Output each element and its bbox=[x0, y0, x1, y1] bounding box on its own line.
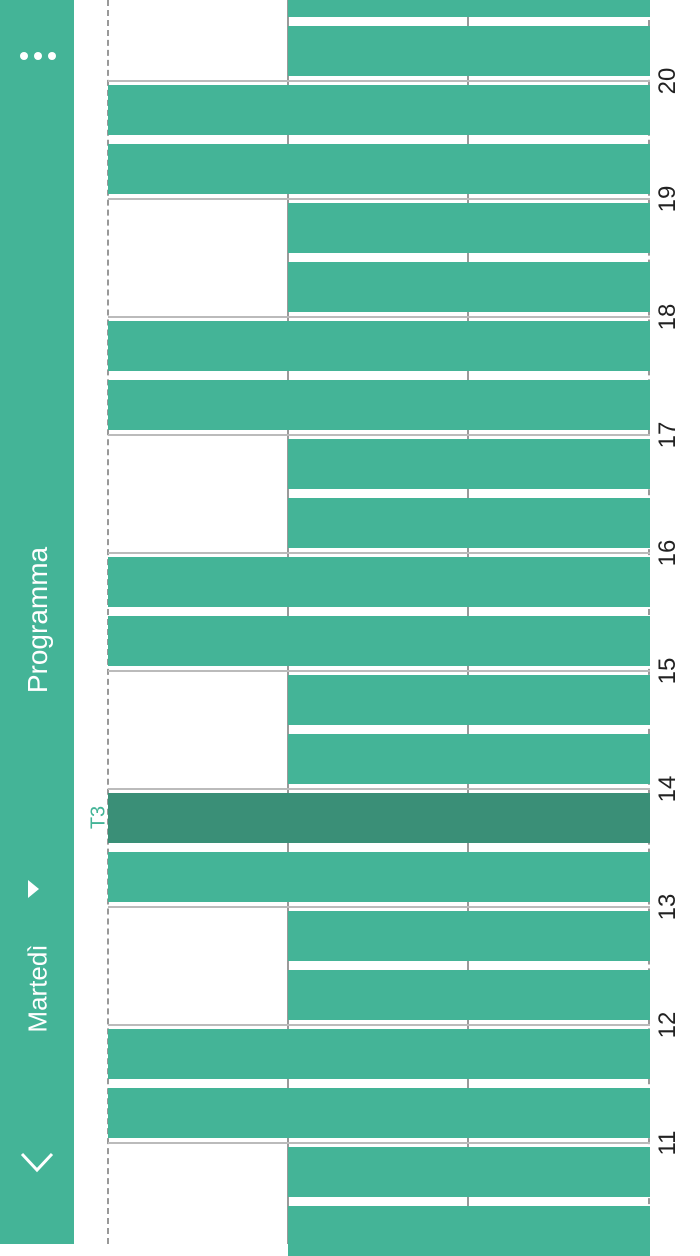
schedule-slot[interactable] bbox=[288, 0, 650, 17]
schedule-slot[interactable] bbox=[288, 262, 650, 312]
hour-tick bbox=[108, 906, 650, 908]
schedule-slot[interactable] bbox=[108, 144, 650, 194]
schedule-slot[interactable] bbox=[108, 321, 650, 371]
schedule-slot[interactable] bbox=[288, 498, 650, 548]
day-selector[interactable]: Martedì bbox=[22, 944, 53, 1033]
schedule-slot[interactable] bbox=[288, 675, 650, 725]
schedule-slot[interactable] bbox=[288, 970, 650, 1020]
schedule-slot[interactable] bbox=[108, 557, 650, 607]
schedule-slot[interactable] bbox=[108, 852, 650, 902]
chevron-down-icon[interactable] bbox=[20, 1150, 54, 1174]
schedule-slot[interactable] bbox=[108, 1029, 650, 1079]
hour-label: 15 bbox=[654, 657, 681, 685]
schedule-slot[interactable] bbox=[288, 203, 650, 253]
hour-tick bbox=[108, 552, 650, 554]
hour-tick bbox=[108, 1024, 650, 1026]
hour-label: 17 bbox=[654, 421, 681, 449]
hour-tick bbox=[108, 316, 650, 318]
schedule-slot[interactable] bbox=[288, 911, 650, 961]
hour-label: 19 bbox=[654, 185, 681, 213]
schedule-slot[interactable] bbox=[288, 1147, 650, 1197]
hour-label: 13 bbox=[654, 893, 681, 921]
hour-tick bbox=[108, 80, 650, 82]
day-dropdown-icon[interactable] bbox=[28, 880, 39, 898]
schedule-slot[interactable] bbox=[108, 380, 650, 430]
hour-label: 11 bbox=[654, 1130, 681, 1156]
more-options-icon[interactable] bbox=[18, 50, 58, 62]
schedule-slot[interactable] bbox=[288, 734, 650, 784]
schedule-slot[interactable] bbox=[288, 439, 650, 489]
page-title: Programma bbox=[22, 546, 53, 694]
app-bar: Programma Martedì bbox=[0, 0, 74, 1244]
schedule-slot[interactable] bbox=[288, 1206, 650, 1256]
hour-tick bbox=[108, 198, 650, 200]
marker-label: T3 bbox=[87, 805, 110, 830]
schedule-slot[interactable] bbox=[288, 26, 650, 76]
hour-label: 12 bbox=[654, 1011, 681, 1039]
schedule-slot-highlighted[interactable] bbox=[108, 793, 650, 843]
hour-label: 16 bbox=[654, 539, 681, 567]
hour-label: 18 bbox=[654, 303, 681, 331]
schedule-slot[interactable] bbox=[108, 85, 650, 135]
hour-tick bbox=[108, 788, 650, 790]
hour-tick bbox=[108, 670, 650, 672]
hour-tick bbox=[108, 1142, 650, 1144]
hour-tick bbox=[108, 434, 650, 436]
hour-label: 20 bbox=[654, 67, 681, 95]
schedule-slot[interactable] bbox=[108, 1088, 650, 1138]
hour-label: 14 bbox=[654, 775, 681, 803]
schedule-slot[interactable] bbox=[108, 616, 650, 666]
